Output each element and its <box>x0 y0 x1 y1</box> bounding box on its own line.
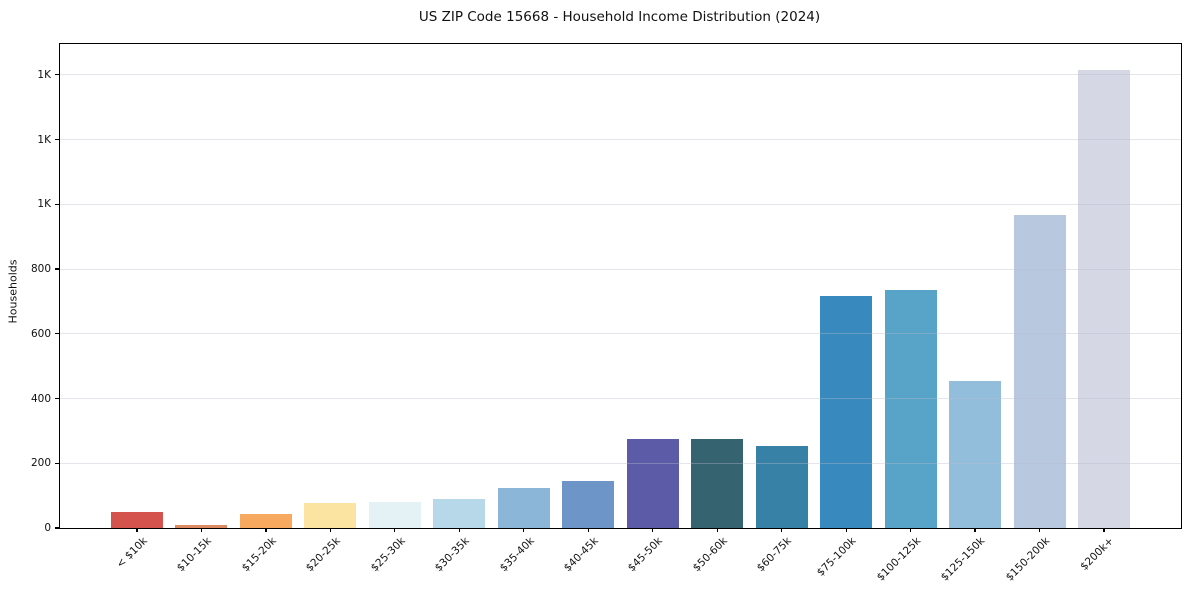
x-tick-label: $60-75k <box>755 535 795 575</box>
bar-35-40k <box>497 488 550 528</box>
x-tick-mark <box>1103 528 1105 532</box>
x-tick-mark <box>1038 528 1041 532</box>
x-tick-label: $35-40k <box>497 535 537 575</box>
bar-100-125k <box>884 290 937 528</box>
y-tick-mark <box>54 203 59 205</box>
x-tick-label: $100-125k <box>874 535 924 584</box>
x-tick-mark <box>587 528 589 532</box>
x-tick-mark <box>200 528 203 532</box>
bar-200k <box>1078 69 1130 528</box>
y-tick-mark <box>54 268 59 270</box>
x-tick-mark <box>394 528 396 532</box>
x-tick-mark <box>652 528 654 532</box>
x-tick-label: $150-200k <box>1003 535 1053 584</box>
y-tick-mark <box>54 397 59 400</box>
x-tick-label: $20-25k <box>303 535 343 575</box>
y-tick-label: 0 <box>44 522 51 534</box>
y-tick-mark <box>54 527 59 529</box>
y-tick-label: 200 <box>30 457 51 470</box>
x-tick-mark <box>265 528 267 532</box>
bar-25-30k <box>368 502 421 528</box>
x-tick-mark <box>781 528 783 532</box>
x-tick-mark <box>329 528 331 532</box>
x-tick-label: $25-30k <box>368 535 408 575</box>
bar-45-50k <box>626 438 679 528</box>
bar-60-75k <box>755 446 808 528</box>
x-tick-mark <box>458 528 460 532</box>
x-tick-mark <box>974 528 976 532</box>
x-tick-mark <box>523 528 525 532</box>
bar-75-100k <box>820 296 873 528</box>
x-tick-label: $10-15k <box>174 535 214 575</box>
bar-20-25k <box>304 503 357 528</box>
plot-area: 0 200 400 600 800 1K 1K 1K < $10k $10-15k $15-20k $… <box>31 43 1182 584</box>
y-tick-label: 400 <box>30 392 51 405</box>
x-tick-label: < $10k <box>113 535 150 571</box>
bar-10k <box>111 512 163 528</box>
x-tick-label: $15-20k <box>239 535 279 575</box>
x-tick-label: $200k+ <box>1078 535 1117 573</box>
bar-10-15k <box>175 524 228 528</box>
bar-125-150k <box>949 381 1002 528</box>
y-tick-label: 1K <box>37 68 51 81</box>
bar-30-35k <box>433 498 486 528</box>
bar-50-60k <box>691 438 744 528</box>
x-tick-label: $40-45k <box>561 535 601 575</box>
y-axis-label: Households <box>6 259 20 324</box>
bar-150-200k <box>1013 215 1066 528</box>
y-tick-label: 800 <box>30 263 51 275</box>
y-tick-label: 600 <box>30 327 51 340</box>
x-tick-mark <box>845 528 847 532</box>
bar-40-45k <box>562 481 615 528</box>
y-tick-mark <box>54 74 59 76</box>
bar-15-20k <box>239 514 292 528</box>
x-tick-label: $45-50k <box>626 535 666 575</box>
x-tick-mark <box>136 528 138 532</box>
x-tick-mark <box>716 528 718 532</box>
x-tick-label: $125-150k <box>939 535 988 584</box>
y-tick-mark <box>54 462 59 464</box>
x-tick-mark <box>910 528 912 532</box>
y-tick-mark <box>54 333 59 335</box>
y-tick-label: 1K <box>37 198 51 211</box>
y-tick-mark <box>54 138 59 141</box>
y-tick-label: 1K <box>37 133 51 146</box>
chart-title: US ZIP Code 15668 - Household Income Dis… <box>418 9 821 25</box>
bars-layer <box>60 44 1181 528</box>
x-tick-label: $75-100k <box>814 535 859 579</box>
x-tick-label: $50-60k <box>690 535 730 575</box>
x-tick-label: $30-35k <box>432 535 472 575</box>
